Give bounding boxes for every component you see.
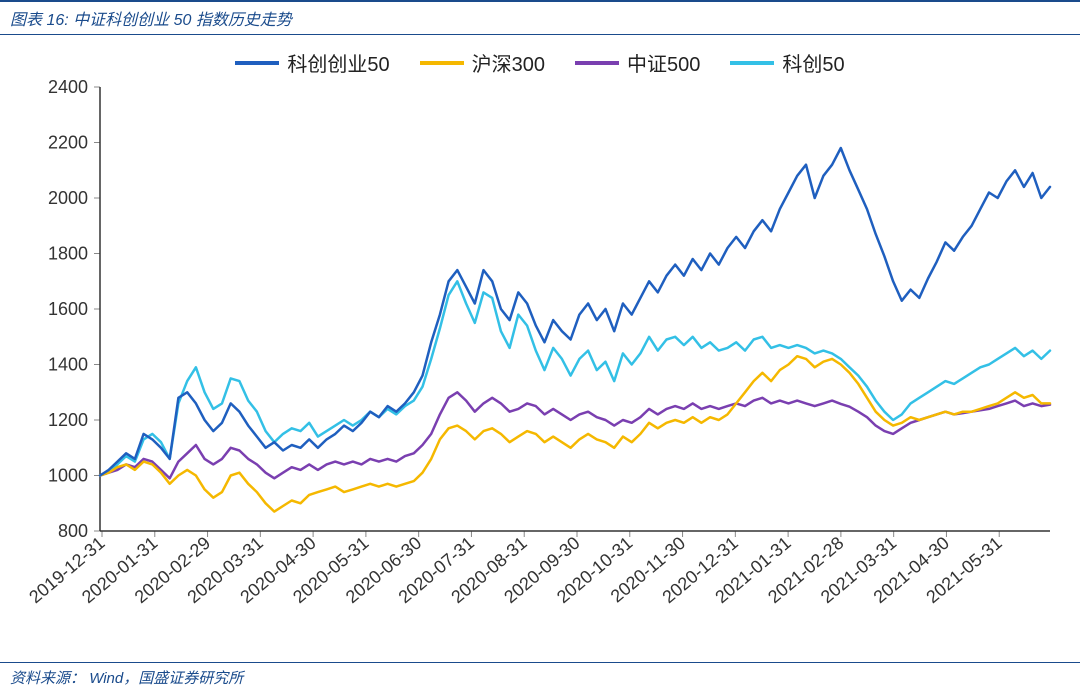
legend-label: 中证500 [627,48,700,77]
y-tick-label: 2400 [48,77,88,97]
y-tick-label: 1800 [48,244,88,264]
legend-swatch [235,61,279,65]
y-tick-label: 800 [58,521,88,541]
chart-container: 科创创业50 沪深300 中证500 科创50 800 1000 1200 1400 1600… [0,34,1080,658]
legend-swatch [420,61,464,65]
legend-item-3: 科创50 [730,48,844,77]
line-chart: 800100012001400160018002000220024002019-… [0,77,1080,651]
y-tick-label: 1200 [48,410,88,430]
legend-label: 科创50 [782,48,844,77]
y-tick-label: 1400 [48,355,88,375]
legend-item-0: 科创创业50 [235,48,389,77]
chart-footer: 资料来源： Wind，国盛证券研究所 [0,662,1080,692]
series-line [100,148,1050,476]
legend: 科创创业50 沪深300 中证500 科创50 [0,34,1080,77]
legend-item-1: 沪深300 [420,48,545,77]
y-tick-label: 2000 [48,188,88,208]
series-line [100,356,1050,511]
legend-label: 沪深300 [472,48,545,77]
series-line [100,392,1050,478]
legend-swatch [730,61,774,65]
legend-swatch [575,61,619,65]
y-tick-label: 2200 [48,133,88,153]
legend-label: 科创创业50 [287,48,389,77]
footer-source: Wind，国盛证券研究所 [89,670,243,687]
footer-label: 资料来源： [10,670,85,687]
chart-header-prefix: 图表 16: [10,12,69,29]
chart-header: 图表 16: 中证科创创业 50 指数历史走势 [0,0,1080,35]
legend-item-2: 中证500 [575,48,700,77]
y-tick-label: 1600 [48,299,88,319]
y-tick-label: 1000 [48,466,88,486]
series-line [100,281,1050,475]
chart-header-title: 中证科创创业 50 指数历史走势 [73,12,292,29]
